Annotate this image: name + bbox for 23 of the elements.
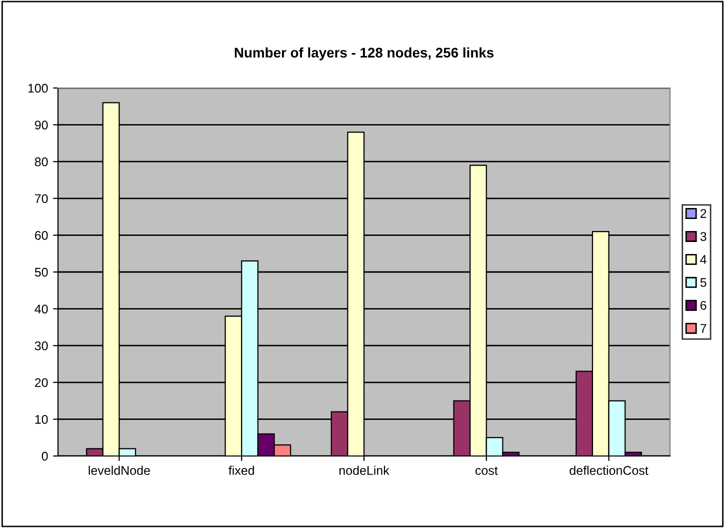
legend-label: 4 [700, 255, 706, 264]
y-tick-label: 50 [34, 268, 48, 277]
y-tick-label: 40 [34, 304, 48, 314]
y-tick-label: 0 [42, 452, 48, 461]
y-tick-label: 80 [34, 157, 48, 166]
x-tick-label: fixed [228, 466, 254, 475]
y-tick-label: 100 [28, 84, 48, 93]
legend-label: 6 [700, 300, 706, 310]
legend-label: 2 [700, 209, 706, 218]
y-tick-label: 70 [35, 194, 48, 204]
x-tick-label: nodeLink [339, 466, 390, 475]
y-tick-label: 60 [35, 231, 48, 240]
x-tick-label: leveldNode [88, 466, 150, 475]
y-tick-label: 30 [34, 341, 48, 350]
y-tick-label: 20 [35, 378, 48, 388]
chart-title: Number of layers - 128 nodes, 256 links [234, 47, 494, 60]
legend-label: 7 [700, 324, 706, 333]
x-tick-label: cost [475, 466, 498, 475]
legend-label: 5 [700, 278, 706, 287]
legend-label: 3 [700, 232, 706, 241]
y-tick-label: 10 [35, 415, 48, 424]
y-tick-label: 90 [34, 120, 48, 130]
x-tick-label: deflectionCost [570, 466, 648, 475]
